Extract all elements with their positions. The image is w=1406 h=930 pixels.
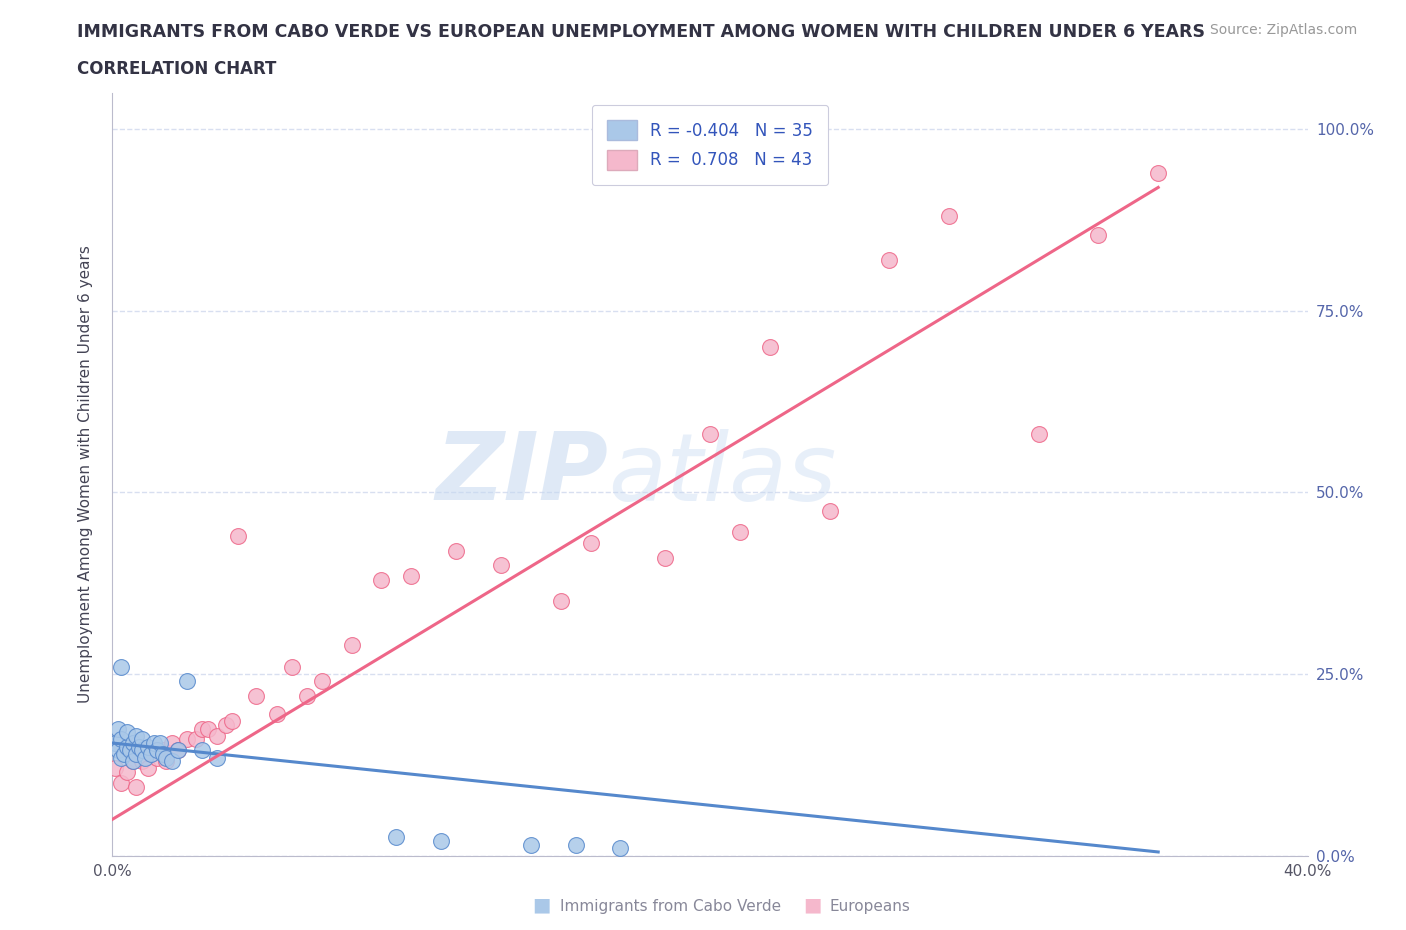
Point <box>281 659 304 674</box>
Point <box>215 717 238 732</box>
Text: IMMIGRANTS FROM CABO VERDE VS EUROPEAN UNEMPLOYMENT AMONG WOMEN WITH CHILDREN UN: IMMIGRANTS FROM CABO VERDE VS EUROPEAN U… <box>77 23 1205 41</box>
Point <box>520 837 543 852</box>
Point <box>141 747 163 762</box>
Point <box>155 753 177 768</box>
Point <box>699 427 721 442</box>
Point <box>117 724 139 739</box>
Point <box>879 253 901 268</box>
Text: Immigrants from Cabo Verde: Immigrants from Cabo Verde <box>560 899 780 914</box>
Point <box>117 764 139 779</box>
Point <box>131 732 153 747</box>
Point <box>654 551 676 565</box>
Point <box>186 732 208 747</box>
Point <box>818 503 841 518</box>
Point <box>120 743 142 758</box>
Point <box>128 739 150 754</box>
Text: ■: ■ <box>531 896 551 914</box>
Point <box>221 714 243 729</box>
Point <box>205 751 228 765</box>
Point <box>162 736 183 751</box>
Text: ■: ■ <box>803 896 823 914</box>
Point <box>110 776 132 790</box>
Text: Source: ZipAtlas.com: Source: ZipAtlas.com <box>1209 23 1357 37</box>
Point <box>191 721 214 736</box>
Point <box>110 659 132 674</box>
Point <box>176 732 198 747</box>
Point <box>191 743 214 758</box>
Point <box>385 830 408 844</box>
Point <box>176 674 198 689</box>
Point <box>444 543 467 558</box>
Point <box>125 779 148 794</box>
Point <box>370 572 392 587</box>
Point <box>104 761 127 776</box>
Point <box>311 674 333 689</box>
Point <box>143 736 166 751</box>
Point <box>138 761 160 776</box>
Point <box>340 638 363 653</box>
Point <box>550 594 572 609</box>
Point <box>205 728 228 743</box>
Point <box>489 558 512 573</box>
Point <box>401 568 423 583</box>
Point <box>125 747 148 762</box>
Point <box>110 751 132 765</box>
Point <box>1028 427 1050 442</box>
Point <box>564 837 586 852</box>
Point <box>122 753 145 768</box>
Point <box>138 739 160 754</box>
Point <box>122 753 145 768</box>
Point <box>122 736 145 751</box>
Point <box>149 736 172 751</box>
Point <box>146 751 169 765</box>
Point <box>125 728 148 743</box>
Point <box>1087 227 1109 242</box>
Point <box>728 525 751 539</box>
Point <box>141 747 163 762</box>
Text: Europeans: Europeans <box>830 899 911 914</box>
Point <box>167 743 190 758</box>
Point <box>131 753 153 768</box>
Point <box>759 339 782 354</box>
Legend: R = -0.404   N = 35, R =  0.708   N = 43: R = -0.404 N = 35, R = 0.708 N = 43 <box>592 105 828 185</box>
Point <box>295 688 318 703</box>
Point <box>226 528 249 543</box>
Point <box>146 743 169 758</box>
Point <box>107 721 129 736</box>
Point <box>938 209 960 224</box>
Text: CORRELATION CHART: CORRELATION CHART <box>77 60 277 78</box>
Point <box>609 841 631 856</box>
Point <box>114 747 135 762</box>
Point <box>245 688 267 703</box>
Point <box>134 751 156 765</box>
Point <box>110 732 132 747</box>
Point <box>104 736 127 751</box>
Point <box>162 753 183 768</box>
Point <box>167 743 190 758</box>
Point <box>152 743 174 758</box>
Text: ZIP: ZIP <box>436 429 609 520</box>
Y-axis label: Unemployment Among Women with Children Under 6 years: Unemployment Among Women with Children U… <box>79 246 93 703</box>
Point <box>430 833 453 848</box>
Point <box>131 743 153 758</box>
Point <box>1147 166 1170 180</box>
Point <box>107 743 129 758</box>
Point <box>579 536 602 551</box>
Text: atlas: atlas <box>609 429 837 520</box>
Point <box>152 747 174 762</box>
Point <box>197 721 219 736</box>
Point <box>266 707 288 722</box>
Point <box>117 739 139 754</box>
Point <box>155 751 177 765</box>
